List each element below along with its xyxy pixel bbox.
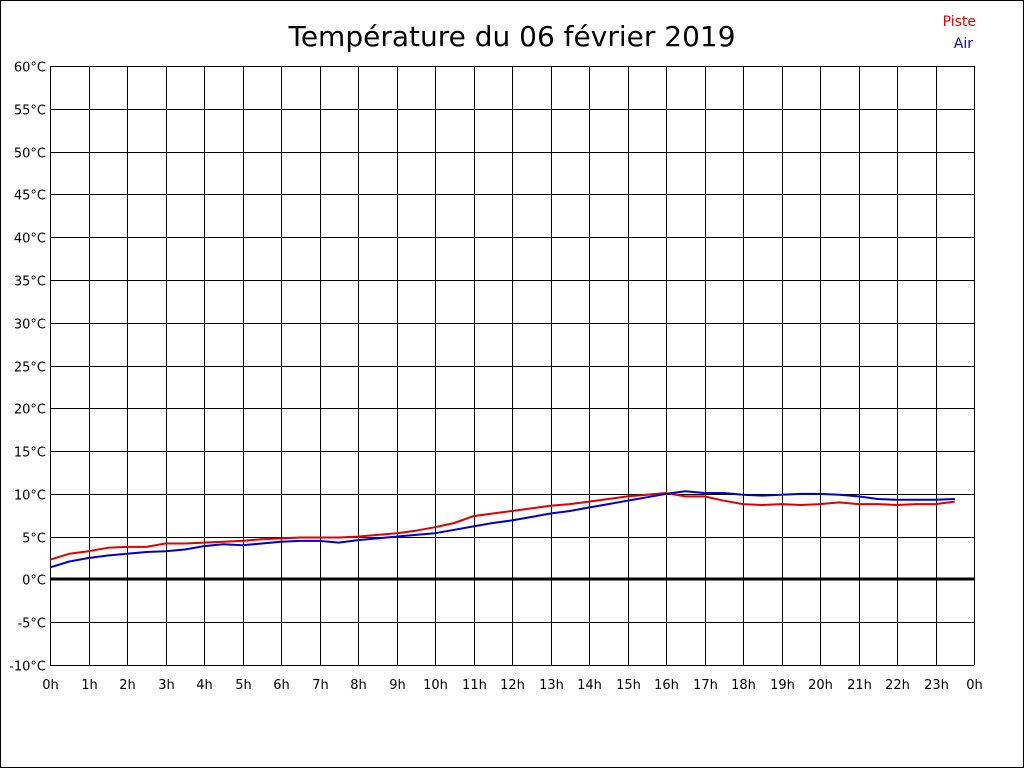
x-tick-label: 19h [770, 678, 795, 693]
x-tick-label: 6h [273, 678, 290, 693]
y-tick-label: 0°C [22, 574, 46, 589]
y-tick-label: 20°C [14, 403, 46, 418]
x-tick-label: 3h [158, 678, 175, 693]
y-tick-label: -10°C [9, 660, 46, 675]
y-tick-label: 60°C [14, 61, 46, 76]
x-tick-label: 1h [81, 678, 98, 693]
y-tick-label: 50°C [14, 147, 46, 162]
x-tick-label: 14h [577, 678, 602, 693]
y-tick-label: 5°C [22, 532, 46, 547]
y-tick-label: 25°C [14, 361, 46, 376]
x-tick-label: 0h [966, 678, 983, 693]
x-tick-label: 17h [693, 678, 718, 693]
chart-title: Température du 06 février 2019 [287, 20, 735, 53]
x-tick-label: 10h [423, 678, 448, 693]
x-tick-label: 22h [885, 678, 910, 693]
y-tick-label: 15°C [14, 446, 46, 461]
y-tick-label: 55°C [14, 104, 46, 119]
x-tick-label: 0h [42, 678, 59, 693]
x-tick-label: 2h [119, 678, 136, 693]
x-tick-label: 20h [808, 678, 833, 693]
x-tick-label: 11h [462, 678, 487, 693]
y-tick-label: 10°C [14, 489, 46, 504]
x-tick-label: 15h [616, 678, 641, 693]
x-tick-label: 7h [312, 678, 329, 693]
x-tick-label: 21h [847, 678, 872, 693]
x-tick-label: 12h [500, 678, 525, 693]
series-line-air [49, 490, 955, 569]
legend-entry-air: Air [954, 36, 973, 52]
x-tick-label: 23h [924, 678, 949, 693]
x-tick-label: 18h [731, 678, 756, 693]
y-tick-label: 45°C [14, 189, 46, 204]
x-tick-label: 8h [350, 678, 367, 693]
series-lines [49, 490, 955, 569]
x-tick-label: 9h [389, 678, 406, 693]
grid-lines [50, 66, 975, 666]
axis-ticks: 60°C 55°C 50°C 45°C 40°C 35°C 30°C 25°C 20°C 15°C… [9, 61, 983, 694]
legend: Piste Air [943, 14, 976, 52]
x-tick-label: 4h [196, 678, 213, 693]
legend-entry-piste: Piste [943, 14, 976, 30]
y-tick-label: -5°C [17, 617, 46, 632]
y-tick-label: 35°C [14, 275, 46, 290]
x-tick-label: 5h [235, 678, 252, 693]
x-tick-label: 16h [654, 678, 679, 693]
x-tick-label: 13h [539, 678, 564, 693]
y-tick-label: 40°C [14, 232, 46, 247]
y-tick-label: 30°C [14, 318, 46, 333]
series-line-piste [49, 492, 955, 561]
